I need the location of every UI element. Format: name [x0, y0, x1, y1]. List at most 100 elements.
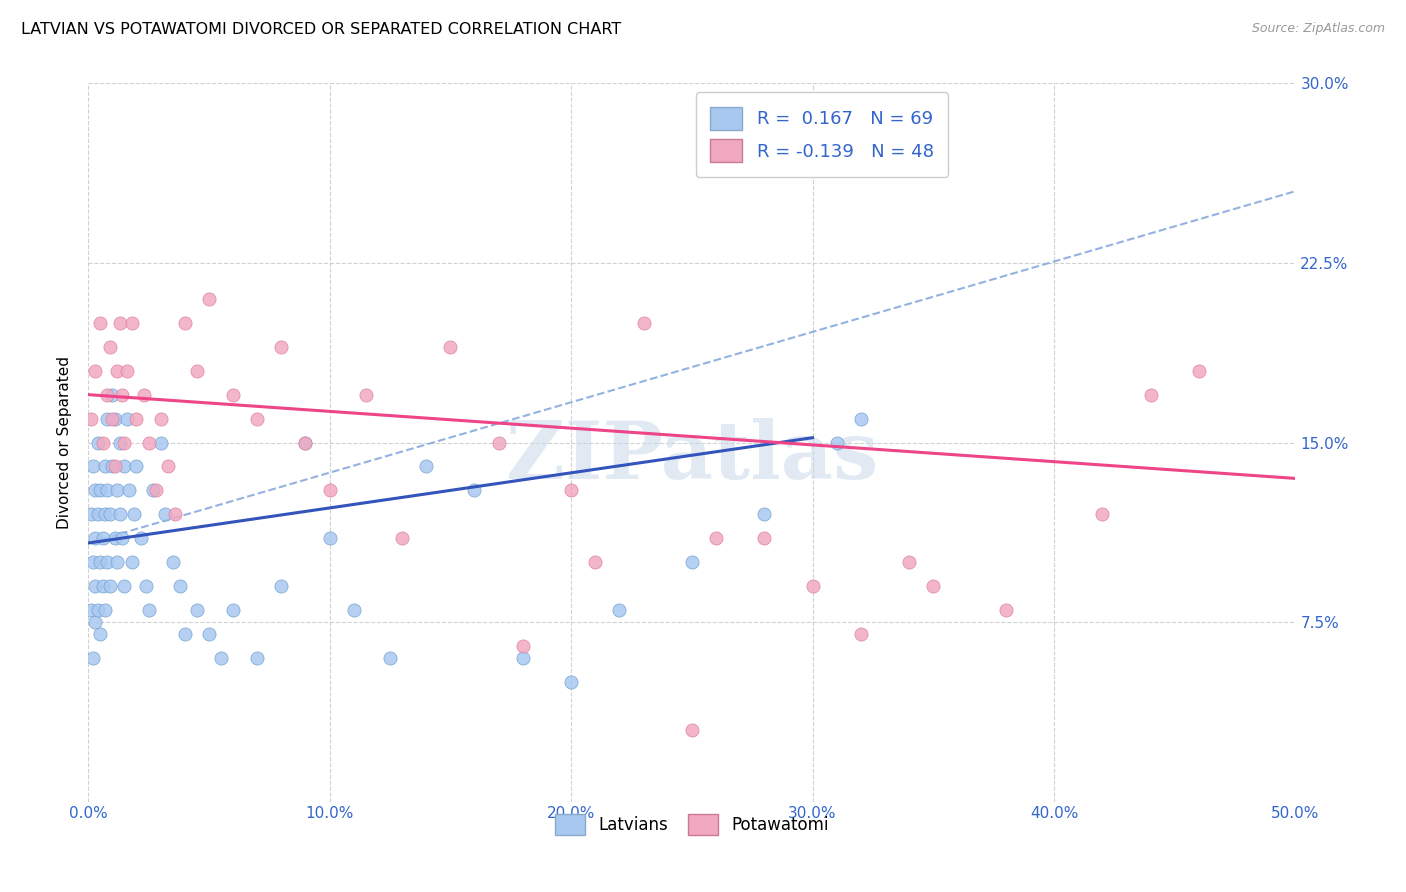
Point	[294, 435, 316, 450]
Point	[149, 411, 172, 425]
Point	[87, 603, 110, 617]
Point	[209, 651, 232, 665]
Point	[681, 555, 703, 569]
Point	[754, 531, 776, 545]
Point	[186, 364, 208, 378]
Point	[801, 579, 824, 593]
Point	[165, 508, 187, 522]
Point	[142, 483, 165, 498]
Point	[98, 579, 121, 593]
Point	[898, 555, 921, 569]
Point	[89, 483, 111, 498]
Point	[922, 579, 945, 593]
Point	[101, 411, 124, 425]
Text: LATVIAN VS POTAWATOMI DIVORCED OR SEPARATED CORRELATION CHART: LATVIAN VS POTAWATOMI DIVORCED OR SEPARA…	[21, 22, 621, 37]
Point	[125, 459, 148, 474]
Point	[583, 555, 606, 569]
Point	[849, 411, 872, 425]
Point	[198, 627, 221, 641]
Point	[169, 579, 191, 593]
Y-axis label: Divorced or Separated: Divorced or Separated	[58, 356, 72, 529]
Point	[145, 483, 167, 498]
Point	[129, 531, 152, 545]
Point	[391, 531, 413, 545]
Point	[115, 364, 138, 378]
Point	[84, 615, 107, 629]
Point	[135, 579, 157, 593]
Point	[512, 639, 534, 653]
Point	[754, 508, 776, 522]
Point	[512, 651, 534, 665]
Point	[318, 531, 340, 545]
Point	[138, 603, 160, 617]
Point	[89, 555, 111, 569]
Point	[488, 435, 510, 450]
Point	[115, 411, 138, 425]
Point	[96, 411, 118, 425]
Point	[378, 651, 401, 665]
Point	[186, 603, 208, 617]
Text: Source: ZipAtlas.com: Source: ZipAtlas.com	[1251, 22, 1385, 36]
Point	[91, 531, 114, 545]
Point	[270, 579, 292, 593]
Point	[91, 579, 114, 593]
Point	[118, 483, 141, 498]
Point	[84, 483, 107, 498]
Point	[84, 364, 107, 378]
Point	[89, 316, 111, 330]
Point	[89, 627, 111, 641]
Text: ZIPatlas: ZIPatlas	[506, 417, 877, 496]
Point	[609, 603, 631, 617]
Point	[318, 483, 340, 498]
Point	[104, 531, 127, 545]
Point	[155, 508, 177, 522]
Point	[91, 435, 114, 450]
Point	[173, 316, 195, 330]
Point	[633, 316, 655, 330]
Point	[108, 508, 131, 522]
Point	[125, 411, 148, 425]
Point	[415, 459, 437, 474]
Point	[560, 674, 582, 689]
Point	[560, 483, 582, 498]
Point	[149, 435, 172, 450]
Point	[994, 603, 1017, 617]
Point	[105, 483, 128, 498]
Point	[704, 531, 727, 545]
Point	[849, 627, 872, 641]
Point	[121, 316, 143, 330]
Point	[87, 508, 110, 522]
Point	[79, 411, 101, 425]
Point	[681, 723, 703, 737]
Point	[104, 459, 127, 474]
Point	[173, 627, 195, 641]
Point	[105, 364, 128, 378]
Point	[1091, 508, 1114, 522]
Point	[94, 603, 117, 617]
Point	[96, 483, 118, 498]
Point	[132, 387, 155, 401]
Point	[84, 579, 107, 593]
Point	[105, 555, 128, 569]
Point	[246, 411, 269, 425]
Point	[98, 508, 121, 522]
Point	[108, 435, 131, 450]
Point	[84, 531, 107, 545]
Point	[82, 459, 104, 474]
Point	[79, 508, 101, 522]
Point	[111, 531, 134, 545]
Point	[79, 603, 101, 617]
Legend: Latvians, Potawatomi: Latvians, Potawatomi	[547, 805, 837, 844]
Point	[121, 555, 143, 569]
Point	[138, 435, 160, 450]
Point	[104, 411, 127, 425]
Point	[354, 387, 377, 401]
Point	[343, 603, 366, 617]
Point	[101, 387, 124, 401]
Point	[463, 483, 485, 498]
Point	[156, 459, 179, 474]
Point	[82, 555, 104, 569]
Point	[198, 292, 221, 306]
Point	[108, 316, 131, 330]
Point	[87, 435, 110, 450]
